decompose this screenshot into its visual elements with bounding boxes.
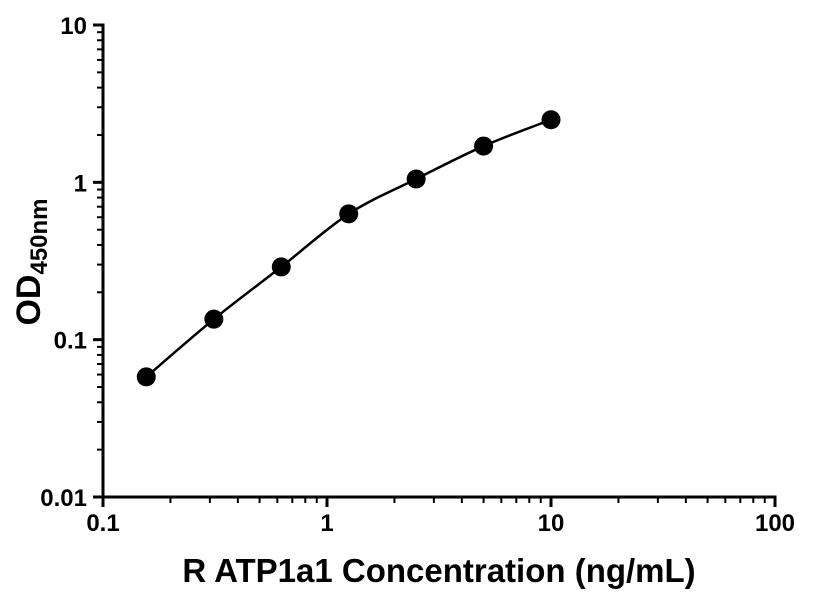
- y-axis-label-main: OD: [10, 275, 48, 326]
- y-tick-label: 1: [74, 170, 87, 197]
- y-tick-label: 0.01: [40, 485, 87, 512]
- x-tick-label: 10: [538, 510, 565, 537]
- data-point: [406, 169, 426, 189]
- axis-spines: [101, 23, 777, 499]
- data-series: [136, 110, 561, 387]
- x-tick-label: 100: [755, 510, 795, 537]
- data-point: [541, 110, 561, 130]
- y-axis-label-sub: 450nm: [26, 198, 53, 274]
- data-point: [204, 309, 224, 329]
- data-point: [271, 257, 291, 277]
- fit-curve: [145, 118, 553, 379]
- x-tick-label: 0.1: [86, 510, 119, 537]
- x-axis-label: R ATP1a1 Concentration (ng/mL): [182, 552, 695, 589]
- y-axis-label: OD450nm: [10, 198, 53, 325]
- x-tick-label: 1: [320, 510, 333, 537]
- data-point: [136, 367, 156, 387]
- data-point: [339, 204, 359, 224]
- y-tick-label: 0.1: [54, 328, 87, 355]
- data-point: [474, 136, 494, 156]
- y-tick-label: 10: [60, 13, 87, 40]
- axes: [93, 23, 777, 507]
